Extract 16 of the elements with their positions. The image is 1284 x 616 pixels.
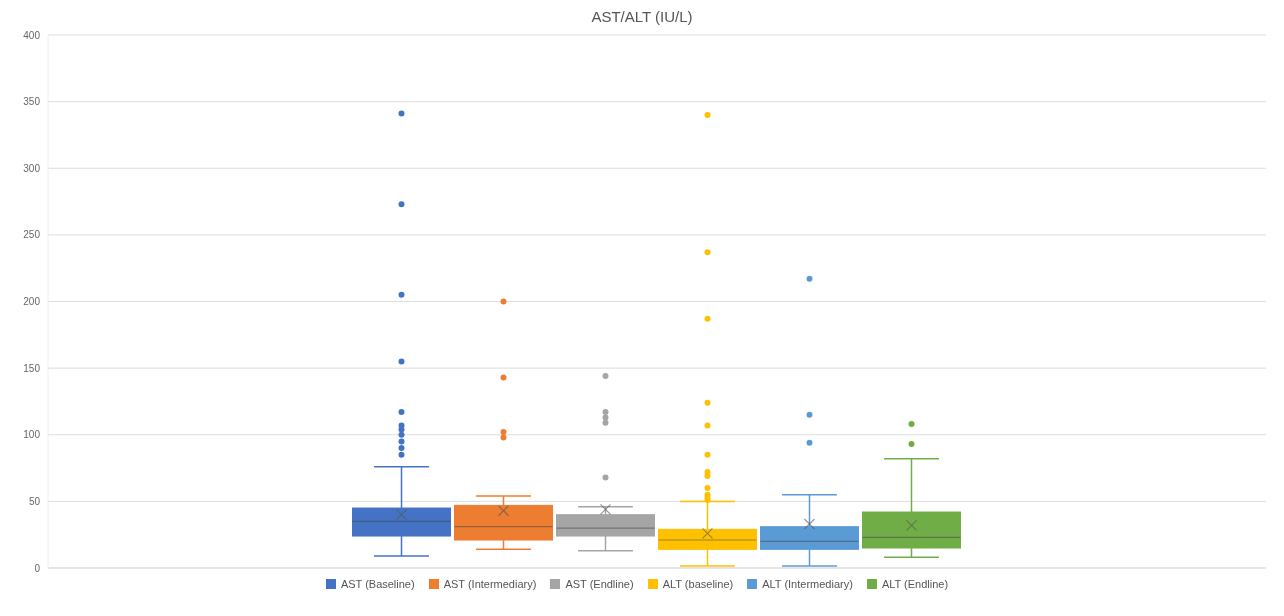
y-tick-label: 300	[23, 162, 41, 174]
legend-label: AST (Baseline)	[340, 578, 415, 590]
y-tick-label: 0	[34, 562, 41, 574]
y-tick-label: 250	[23, 229, 41, 241]
y-tick-label: 100	[23, 429, 41, 441]
legend-label: ALT (baseline)	[662, 578, 734, 590]
y-tick-label: 50	[28, 495, 41, 507]
legend-label: AST (Endline)	[565, 578, 634, 590]
y-tick-label: 350	[23, 96, 41, 108]
legend-label: ALT (Endline)	[881, 578, 949, 590]
y-tick-label: 200	[23, 296, 41, 308]
legend-label: ALT (Intermediary)	[762, 578, 853, 590]
chart-title: AST/ALT (IU/L)	[590, 8, 694, 25]
y-tick-label: 150	[23, 362, 41, 374]
y-tick-label: 400	[23, 29, 41, 41]
legend-label: AST (Intermediary)	[443, 578, 537, 590]
